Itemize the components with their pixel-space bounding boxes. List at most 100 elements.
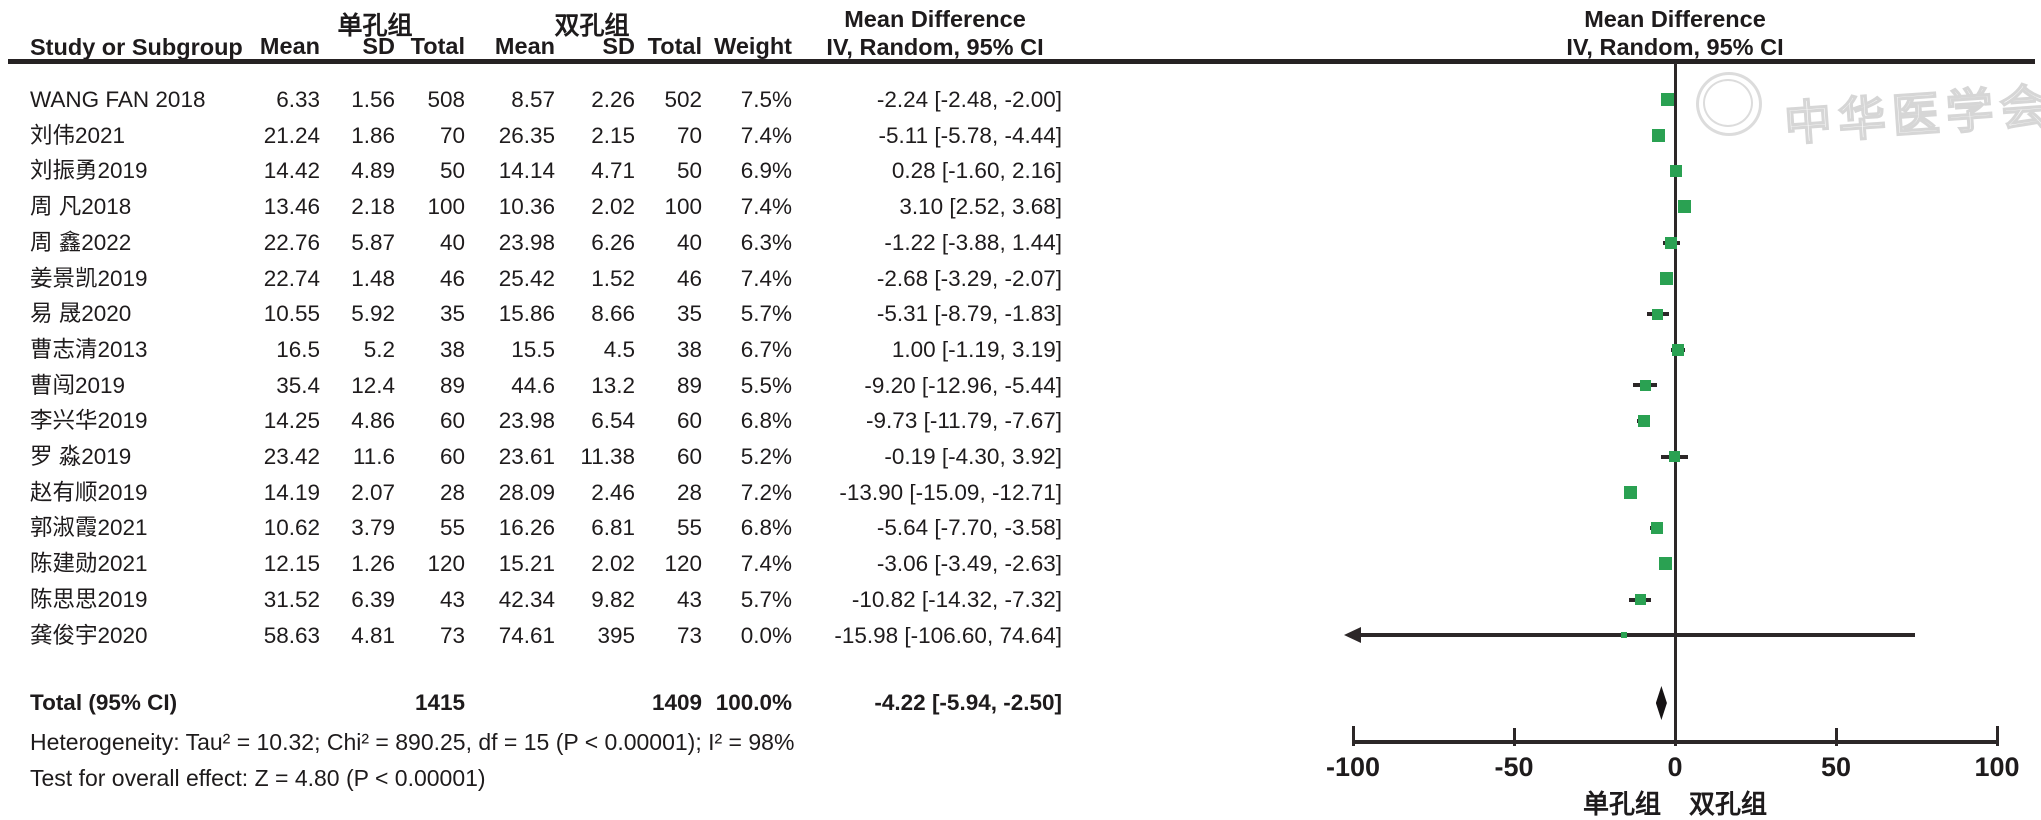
point-estimate-marker <box>1623 486 1637 500</box>
total2-column-header: Total <box>647 33 702 59</box>
point-estimate-marker <box>1658 557 1672 571</box>
total2-cell: 35 <box>676 301 702 327</box>
group2-header: 双孔组 <box>554 12 630 40</box>
study-name-cell: 姜景凯2019 <box>30 265 148 291</box>
total2-cell: 60 <box>676 444 702 469</box>
point-estimate-marker <box>1669 165 1682 178</box>
total2-cell: 40 <box>676 229 702 255</box>
sd2-cell: 2.46 <box>591 479 635 505</box>
axis-tick <box>1673 728 1677 746</box>
study-name-cell: 龚俊宇2020 <box>30 622 148 648</box>
study-name-cell: 曹志清2013 <box>30 336 148 362</box>
mean2-cell: 25.42 <box>498 265 555 291</box>
md-title-right: Mean Difference <box>1584 6 1766 32</box>
study-name-cell: 周 凡2018 <box>30 194 132 220</box>
study-name-cell: 刘振勇2019 <box>30 158 148 184</box>
study-name-cell: 易 晟2020 <box>30 301 132 327</box>
total2-cell: 55 <box>676 515 702 541</box>
mean1-cell: 31.52 <box>263 586 320 612</box>
study-name-cell: 陈建勋2021 <box>30 551 148 577</box>
mean1-cell: 10.62 <box>263 515 320 541</box>
total2-cell: 100 <box>664 194 702 220</box>
sd2-cell: 2.26 <box>591 87 635 112</box>
total2-cell: 50 <box>676 158 702 184</box>
point-estimate-marker <box>1634 594 1646 606</box>
axis-tick <box>1995 726 1999 746</box>
sd1-column-header: SD <box>362 33 395 59</box>
study-name-cell: 曹闯2019 <box>30 372 126 398</box>
md-cell: -9.20 [-12.96, -5.44] <box>864 372 1062 398</box>
md-cell: -3.06 [-3.49, -2.63] <box>876 551 1062 577</box>
mean2-cell: 23.98 <box>498 408 555 434</box>
md-cell: -2.24 [-2.48, -2.00] <box>876 87 1062 112</box>
md-cell: -5.11 [-5.78, -4.44] <box>878 122 1062 148</box>
total1-cell: 60 <box>439 444 465 469</box>
weight-cell: 0.0% <box>740 622 792 648</box>
total1-cell: 43 <box>439 586 465 612</box>
mean2-cell: 23.61 <box>498 444 555 469</box>
favours-left-label: 单孔组 <box>1582 789 1661 819</box>
point-estimate-marker <box>1652 129 1666 143</box>
md-subtitle-left: IV, Random, 95% CI <box>826 34 1044 60</box>
sd2-cell: 2.02 <box>591 194 635 220</box>
study-name-cell: 赵有顺2019 <box>30 479 148 505</box>
header-divider <box>8 59 2035 64</box>
sd2-cell: 6.54 <box>591 408 635 434</box>
study-name-cell: WANG FAN 2018 <box>30 87 206 112</box>
weight-cell: 7.4% <box>740 265 792 291</box>
weight-cell: 5.7% <box>740 301 792 327</box>
weight-cell: 7.4% <box>740 122 792 148</box>
sd2-cell: 1.52 <box>591 265 635 291</box>
mean1-cell: 13.46 <box>263 194 320 220</box>
total1-cell: 35 <box>439 301 465 327</box>
axis-tick-label: 0 <box>1667 752 1683 782</box>
sd1-cell: 2.07 <box>351 479 395 505</box>
total1-cell: 38 <box>439 336 465 362</box>
mean2-cell: 42.34 <box>498 586 555 612</box>
total2-cell: 43 <box>676 586 702 612</box>
md-cell: -0.19 [-4.30, 3.92] <box>884 444 1062 469</box>
mean2-cell: 28.09 <box>498 479 555 505</box>
total-diamond <box>1655 686 1667 720</box>
total1-cell: 508 <box>427 87 465 112</box>
point-estimate-marker <box>1652 308 1664 320</box>
total2-cell: 70 <box>676 122 702 148</box>
total1-cell: 40 <box>439 229 465 255</box>
weight-cell: 7.2% <box>740 479 792 505</box>
md-cell: 0.28 [-1.60, 2.16] <box>891 158 1062 184</box>
point-estimate-marker <box>1637 415 1650 428</box>
mean1-cell: 35.4 <box>276 372 320 398</box>
axis-tick-label: -100 <box>1325 752 1381 782</box>
md-title-left: Mean Difference <box>844 6 1026 32</box>
total1-cell: 50 <box>439 158 465 184</box>
md-cell: -1.22 [-3.88, 1.44] <box>884 229 1062 255</box>
total1-cell: 73 <box>439 622 465 648</box>
mean1-cell: 10.55 <box>263 301 320 327</box>
total-label: Total (95% CI) <box>30 690 178 715</box>
mean1-cell: 6.33 <box>276 87 320 112</box>
sd1-cell: 1.48 <box>351 265 395 291</box>
confidence-interval-line <box>1353 633 1916 638</box>
sd1-cell: 1.56 <box>351 87 395 112</box>
sd2-cell: 2.15 <box>591 122 635 148</box>
study-name-cell: 李兴华2019 <box>30 408 148 434</box>
md-cell: -2.68 [-3.29, -2.07] <box>876 265 1062 291</box>
sd1-cell: 3.79 <box>351 515 395 541</box>
md-subtitle-right: IV, Random, 95% CI <box>1566 34 1784 60</box>
sd2-cell: 4.71 <box>591 158 635 184</box>
mean1-cell: 58.63 <box>263 622 320 648</box>
total2-cell: 502 <box>664 87 702 112</box>
sd1-cell: 4.81 <box>351 622 395 648</box>
sd1-cell: 5.92 <box>351 301 395 327</box>
mean2-cell: 15.5 <box>511 336 555 362</box>
axis-tick <box>1351 726 1355 746</box>
mean2-cell: 16.26 <box>498 515 555 541</box>
total1-cell: 46 <box>439 265 465 291</box>
sd2-cell: 6.81 <box>591 515 635 541</box>
md-cell: 1.00 [-1.19, 3.19] <box>891 336 1062 362</box>
total1-cell: 89 <box>439 372 465 398</box>
sd1-cell: 1.86 <box>351 122 395 148</box>
mean2-cell: 15.21 <box>498 551 555 577</box>
sd2-cell: 8.66 <box>591 301 635 327</box>
